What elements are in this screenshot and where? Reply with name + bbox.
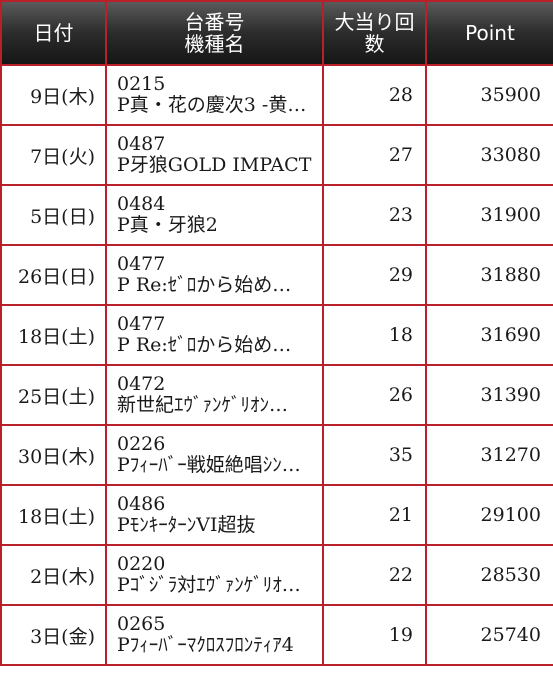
row-machine-name: P Re:ｾﾞﾛから始め…: [117, 335, 292, 356]
row-machine-name: Pﾌｨｰﾊﾞｰﾏｸﾛｽﾌﾛﾝﾃｨｱ4: [117, 635, 294, 656]
row-date: 18日(土): [0, 484, 107, 546]
row-machine-name: Pﾌｨｰﾊﾞｰ戦姫絶唱ｼﾝ…: [117, 455, 301, 476]
table-row: 2日(木) 0220 Pｺﾞｼﾞﾗ対ｴｳﾞｧﾝｹﾞﾘｵ… 22 28530: [0, 544, 553, 606]
row-hits: 23: [322, 184, 427, 246]
row-machine: 0472 新世紀ｴｳﾞｧﾝｹﾞﾘｵﾝ…: [105, 364, 324, 426]
row-date: 9日(木): [0, 64, 107, 126]
row-machine-number: 0486: [117, 494, 166, 515]
table-row: 18日(土) 0486 PﾓﾝｷｰﾀｰﾝVI超抜 21 29100: [0, 484, 553, 546]
table-header: 日付 台番号 機種名 大当り回 数 Point: [0, 0, 553, 66]
header-machine-number: 台番号: [184, 10, 245, 34]
row-machine-number: 0215: [117, 74, 166, 95]
row-machine: 0484 P真・牙狼2: [105, 184, 324, 246]
header-hits-line2: 数: [364, 32, 385, 56]
row-machine: 0487 P牙狼GOLD IMPACT: [105, 124, 324, 186]
row-date: 2日(木): [0, 544, 107, 606]
row-date: 30日(木): [0, 424, 107, 486]
row-machine-name: Pｺﾞｼﾞﾗ対ｴｳﾞｧﾝｹﾞﾘｵ…: [117, 575, 301, 596]
table-row: 5日(日) 0484 P真・牙狼2 23 31900: [0, 184, 553, 246]
header-machine-name: 機種名: [184, 32, 245, 56]
row-hits: 28: [322, 64, 427, 126]
row-hits: 27: [322, 124, 427, 186]
row-machine: 0220 Pｺﾞｼﾞﾗ対ｴｳﾞｧﾝｹﾞﾘｵ…: [105, 544, 324, 606]
row-machine-number: 0477: [117, 314, 166, 335]
row-hits: 35: [322, 424, 427, 486]
row-point: 31390: [425, 364, 553, 426]
row-date: 25日(土): [0, 364, 107, 426]
row-hits: 19: [322, 604, 427, 666]
row-machine-name: 新世紀ｴｳﾞｧﾝｹﾞﾘｵﾝ…: [117, 395, 289, 416]
row-machine-name: P真・花の慶次3 -黄…: [117, 95, 307, 116]
row-point: 33080: [425, 124, 553, 186]
row-machine-number: 0226: [117, 434, 166, 455]
table-body: 9日(木) 0215 P真・花の慶次3 -黄… 28 35900 7日(火) 0487 P牙狼…: [0, 64, 553, 666]
row-hits: 21: [322, 484, 427, 546]
row-machine: 0265 Pﾌｨｰﾊﾞｰﾏｸﾛｽﾌﾛﾝﾃｨｱ4: [105, 604, 324, 666]
header-machine: 台番号 機種名: [105, 0, 324, 66]
row-point: 28530: [425, 544, 553, 606]
row-point: 29100: [425, 484, 553, 546]
row-hits: 22: [322, 544, 427, 606]
table-row: 3日(金) 0265 Pﾌｨｰﾊﾞｰﾏｸﾛｽﾌﾛﾝﾃｨｱ4 19 25740: [0, 604, 553, 666]
table-row: 25日(土) 0472 新世紀ｴｳﾞｧﾝｹﾞﾘｵﾝ… 26 31390: [0, 364, 553, 426]
row-machine-name: P牙狼GOLD IMPACT: [117, 155, 312, 176]
table-row: 7日(火) 0487 P牙狼GOLD IMPACT 27 33080: [0, 124, 553, 186]
row-machine: 0226 Pﾌｨｰﾊﾞｰ戦姫絶唱ｼﾝ…: [105, 424, 324, 486]
header-row: 日付 台番号 機種名 大当り回 数 Point: [0, 0, 553, 66]
table-row: 26日(日) 0477 P Re:ｾﾞﾛから始め… 29 31880: [0, 244, 553, 306]
row-date: 7日(火): [0, 124, 107, 186]
row-machine-number: 0220: [117, 554, 166, 575]
row-hits: 26: [322, 364, 427, 426]
row-machine-name: P Re:ｾﾞﾛから始め…: [117, 275, 292, 296]
header-point: Point: [425, 0, 553, 66]
row-machine: 0486 PﾓﾝｷｰﾀｰﾝVI超抜: [105, 484, 324, 546]
table-row: 9日(木) 0215 P真・花の慶次3 -黄… 28 35900: [0, 64, 553, 126]
row-point: 25740: [425, 604, 553, 666]
row-hits: 29: [322, 244, 427, 306]
row-machine-number: 0265: [117, 614, 166, 635]
row-machine: 0215 P真・花の慶次3 -黄…: [105, 64, 324, 126]
row-machine-number: 0472: [117, 374, 166, 395]
row-machine: 0477 P Re:ｾﾞﾛから始め…: [105, 304, 324, 366]
table-row: 18日(土) 0477 P Re:ｾﾞﾛから始め… 18 31690: [0, 304, 553, 366]
header-date: 日付: [0, 0, 107, 66]
row-hits: 18: [322, 304, 427, 366]
row-machine-number: 0487: [117, 134, 166, 155]
row-date: 26日(日): [0, 244, 107, 306]
ranking-table: 日付 台番号 機種名 大当り回 数 Point 9日(木) 0215 P真・花の慶次…: [0, 0, 553, 666]
row-point: 35900: [425, 64, 553, 126]
row-point: 31880: [425, 244, 553, 306]
row-machine: 0477 P Re:ｾﾞﾛから始め…: [105, 244, 324, 306]
row-machine-number: 0484: [117, 194, 166, 215]
row-point: 31900: [425, 184, 553, 246]
row-date: 5日(日): [0, 184, 107, 246]
header-hits-line1: 大当り回: [334, 10, 415, 34]
row-point: 31690: [425, 304, 553, 366]
row-machine-name: PﾓﾝｷｰﾀｰﾝVI超抜: [117, 515, 256, 536]
row-date: 18日(土): [0, 304, 107, 366]
header-hits: 大当り回 数: [322, 0, 427, 66]
table-row: 30日(木) 0226 Pﾌｨｰﾊﾞｰ戦姫絶唱ｼﾝ… 35 31270: [0, 424, 553, 486]
row-point: 31270: [425, 424, 553, 486]
row-machine-number: 0477: [117, 254, 166, 275]
row-date: 3日(金): [0, 604, 107, 666]
row-machine-name: P真・牙狼2: [117, 215, 218, 236]
